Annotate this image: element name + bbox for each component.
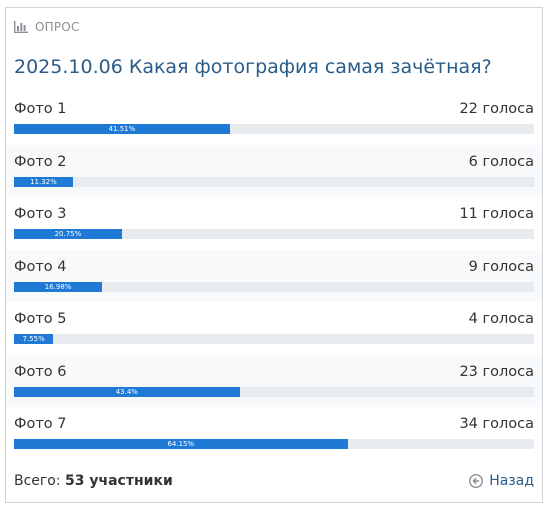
option-bar-track: 41.51% — [14, 124, 534, 134]
option-votes: 11 голоса — [459, 206, 534, 222]
option-label: Фото 4 — [14, 258, 67, 275]
option-votes: 34 голоса — [459, 416, 534, 432]
option-label: Фото 3 — [14, 206, 67, 222]
total-participants: 53 участники — [65, 473, 173, 489]
option-bar-track: 20.75% — [14, 229, 534, 239]
poll-card: ОПРОС 2025.10.06 Какая фотография самая … — [5, 7, 543, 503]
option-bar-track: 7.55% — [14, 334, 534, 344]
option-label: Фото 2 — [14, 153, 67, 170]
option-label: Фото 7 — [14, 416, 67, 432]
poll-title: 2025.10.06 Какая фотография самая зачётн… — [14, 56, 492, 78]
back-label: Назад — [489, 473, 534, 489]
option-votes: 6 голоса — [468, 153, 534, 170]
option-label: Фото 6 — [14, 363, 67, 380]
option-bar-track: 11.32% — [14, 176, 534, 187]
option-bar-track: 16.98% — [14, 281, 534, 292]
option-votes: 23 голоса — [459, 363, 534, 380]
poll-options: Фото 1 22 голоса 41.51% Фото 2 6 голоса … — [6, 92, 542, 460]
option-bar-fill: 20.75% — [14, 229, 122, 239]
option-votes: 22 голоса — [459, 101, 534, 117]
option-bar-fill: 16.98% — [14, 281, 103, 292]
option-label: Фото 5 — [14, 311, 67, 327]
poll-option-3: Фото 3 11 голоса 20.75% — [6, 197, 542, 250]
poll-option-6: Фото 6 23 голоса 43.4% — [6, 354, 542, 407]
bar-chart-icon — [14, 21, 28, 33]
poll-option-2: Фото 2 6 голоса 11.32% — [6, 144, 542, 197]
poll-option-4: Фото 4 9 голоса 16.98% — [6, 249, 542, 302]
poll-option-7: Фото 7 34 голоса 64.15% — [6, 407, 542, 460]
option-bar-track: 43.4% — [14, 386, 534, 397]
option-bar-fill: 43.4% — [14, 386, 240, 397]
option-votes: 9 голоса — [468, 258, 534, 275]
option-label: Фото 1 — [14, 101, 67, 117]
option-bar-fill: 11.32% — [14, 176, 73, 187]
option-bar-fill: 7.55% — [14, 334, 54, 344]
option-bar-fill: 64.15% — [14, 439, 348, 449]
poll-option-5: Фото 5 4 голоса 7.55% — [6, 302, 542, 355]
option-bar-track: 64.15% — [14, 439, 534, 449]
arrow-left-circle-icon — [469, 474, 484, 488]
option-bar-fill: 41.51% — [14, 124, 230, 134]
total-label: Всего: — [14, 473, 61, 489]
poll-footer: Всего: 53 участники Назад — [14, 473, 534, 493]
option-votes: 4 голоса — [468, 311, 534, 327]
poll-option-1: Фото 1 22 голоса 41.51% — [6, 92, 542, 145]
poll-header-label: ОПРОС — [35, 20, 80, 34]
poll-header: ОПРОС — [14, 20, 80, 34]
back-link[interactable]: Назад — [469, 473, 534, 489]
